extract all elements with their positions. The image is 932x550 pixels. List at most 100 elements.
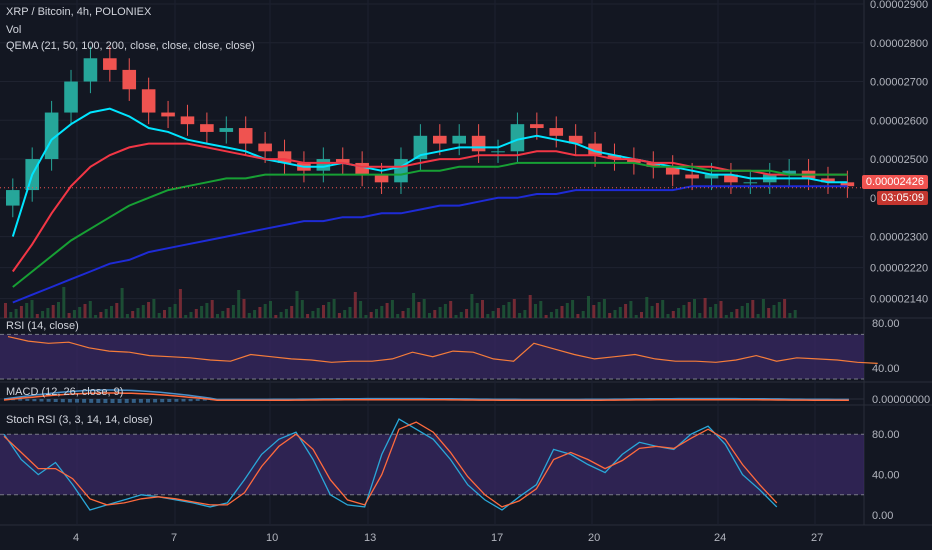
volume-bar — [714, 304, 718, 318]
volume-bar — [263, 304, 267, 318]
volume-bar — [247, 313, 251, 318]
volume-bar — [94, 315, 98, 318]
time-tick-label: 24 — [714, 532, 726, 544]
volume-bar — [226, 308, 230, 318]
rsi-legend: RSI (14, close) — [6, 320, 79, 332]
macd-histogram-bar — [124, 399, 129, 403]
volume-bar — [385, 303, 389, 318]
volume-bar — [115, 303, 119, 318]
volume-bar — [51, 305, 55, 318]
macd-histogram-bar — [46, 399, 51, 402]
volume-bar — [465, 309, 469, 318]
price-tick-label: 0.00002220 — [870, 263, 928, 275]
candle-body — [83, 58, 98, 82]
rsi-line — [7, 336, 878, 364]
volume-bar — [518, 313, 522, 318]
volume-bar — [205, 303, 209, 318]
volume-bar — [793, 310, 797, 318]
macd-histogram-bar — [146, 399, 150, 403]
volume-bar — [645, 297, 649, 318]
volume-bar — [417, 302, 421, 318]
volume-bar — [719, 301, 723, 318]
volume-bar — [194, 309, 198, 318]
candle-body — [627, 159, 641, 163]
macd-histogram-bar — [195, 399, 200, 401]
candle-body — [141, 89, 156, 113]
volume-bar — [200, 306, 204, 318]
ema21-line — [11, 107, 848, 237]
volume-bar — [486, 314, 490, 318]
macd-histogram-bar — [160, 399, 165, 403]
macd-signal-line — [3, 392, 849, 402]
volume-bar — [279, 312, 283, 318]
volume-bar — [396, 314, 400, 318]
volume-bar — [438, 307, 442, 318]
volume-bar — [608, 313, 612, 318]
volume-bar — [491, 311, 495, 318]
ema50-line — [11, 142, 848, 273]
volume-bar — [565, 303, 569, 318]
volume-bar — [35, 314, 39, 318]
volume-bar — [380, 306, 384, 318]
stoch-k-line — [3, 418, 778, 511]
candle-body — [646, 162, 661, 167]
volume-bar — [481, 300, 484, 318]
price-tick-label: 0.00002900 — [870, 0, 928, 11]
volume-bar — [369, 312, 373, 318]
macd-histogram-bar — [167, 399, 172, 403]
volume-bar — [581, 311, 585, 318]
candle-body — [238, 128, 253, 144]
volume-bar — [534, 304, 537, 318]
volume-bar — [131, 311, 135, 318]
volume-bar — [454, 315, 458, 318]
volume-bar — [189, 312, 193, 318]
volume-bar — [78, 307, 82, 318]
volume-bar — [57, 302, 60, 318]
volume-bar — [332, 299, 336, 318]
macd-histogram-bar — [18, 399, 23, 401]
volume-bar — [168, 307, 172, 318]
volume-bar — [184, 315, 188, 318]
rsi-tick-label: 80.00 — [872, 318, 900, 330]
volume-bar — [343, 310, 347, 318]
macd-histogram-bar — [110, 399, 115, 403]
volume-bar — [475, 303, 479, 318]
volume-bar — [284, 309, 288, 318]
macd-histogram-bar — [53, 399, 58, 403]
volume-bar — [125, 314, 129, 318]
volume-bar — [555, 309, 559, 318]
stoch-d-line — [3, 421, 778, 508]
macd-histogram-bar — [138, 399, 143, 403]
price-tick-label: 0.00002500 — [870, 154, 928, 166]
volume-bar — [221, 311, 225, 318]
macd-histogram-bar — [82, 399, 87, 403]
volume-bar — [571, 300, 575, 318]
candle-body — [782, 170, 796, 175]
stoch-tick-label: 0.00 — [872, 510, 893, 522]
volume-bar — [157, 313, 161, 318]
countdown-tag: 03:05:09 — [877, 191, 928, 205]
candle-body — [724, 174, 738, 183]
volume-bar — [322, 305, 325, 318]
candle-body — [588, 143, 602, 156]
volume-bar — [496, 308, 500, 318]
volume-bar — [634, 315, 638, 318]
macd-histogram-bar — [174, 399, 179, 402]
candle-body — [6, 190, 20, 206]
volume-bar — [613, 310, 617, 318]
volume-bar — [666, 314, 670, 318]
volume-bar — [306, 314, 310, 318]
volume-bar — [433, 310, 437, 318]
candle-body — [685, 174, 699, 179]
volume-bar — [120, 288, 124, 318]
candle-body — [200, 124, 214, 132]
candle-body — [161, 112, 175, 117]
volume-bar — [502, 305, 506, 318]
candle-body — [665, 166, 680, 175]
volume-bar — [401, 311, 405, 318]
candle-body — [452, 135, 466, 144]
macd-histogram-bar — [181, 399, 186, 402]
volume-bar — [210, 300, 214, 318]
volume-bar — [740, 306, 744, 318]
